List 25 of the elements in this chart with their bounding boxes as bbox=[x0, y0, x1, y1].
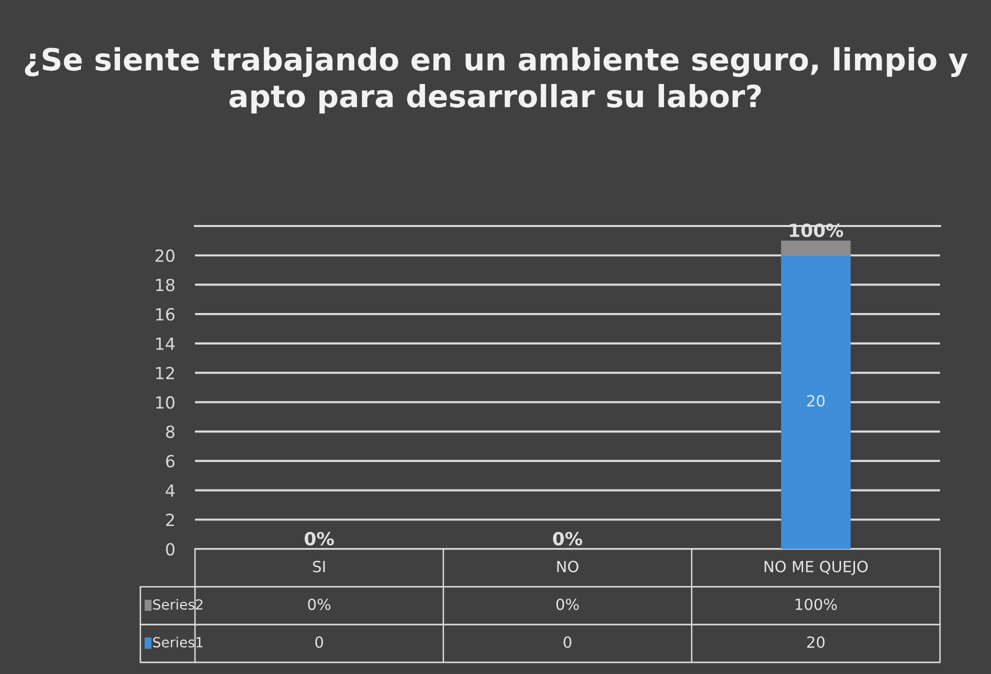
data-label: 20 bbox=[807, 636, 825, 648]
y-tick-label: 8 bbox=[166, 426, 174, 438]
data-label: 0 bbox=[564, 636, 572, 648]
y-tick-label: 12 bbox=[156, 366, 174, 380]
data-label: 100% bbox=[796, 598, 837, 610]
y-tick-label: 2 bbox=[166, 514, 174, 526]
y-tick-label: 16 bbox=[156, 308, 175, 321]
y-tick-label: 6 bbox=[166, 454, 175, 468]
y-tick-label: 18 bbox=[156, 278, 174, 292]
y-tick-label: 20 bbox=[156, 249, 174, 262]
y-tick-label: 10 bbox=[156, 396, 174, 409]
x-tick-label: NO bbox=[557, 560, 578, 572]
y-tick-label: 14 bbox=[156, 338, 175, 350]
x-tick-label: SI bbox=[313, 560, 325, 572]
x-tick-label: NO ME QUEJO bbox=[764, 560, 868, 576]
data-label: 0% bbox=[556, 598, 579, 610]
text: 100% bbox=[790, 224, 844, 238]
data-label: 0 bbox=[315, 636, 324, 648]
y-tick-label: 0 bbox=[166, 542, 174, 556]
chart-title: ¿Se siente trabajando en un ambiente seguro, limpio y apto para desarrollar su labor? bbox=[24, 47, 968, 114]
text: 0% bbox=[553, 532, 582, 546]
data-label: 0% bbox=[308, 598, 330, 610]
text: 20 bbox=[807, 395, 825, 407]
text: 0% bbox=[304, 532, 334, 546]
y-tick-label: 4 bbox=[166, 484, 175, 497]
